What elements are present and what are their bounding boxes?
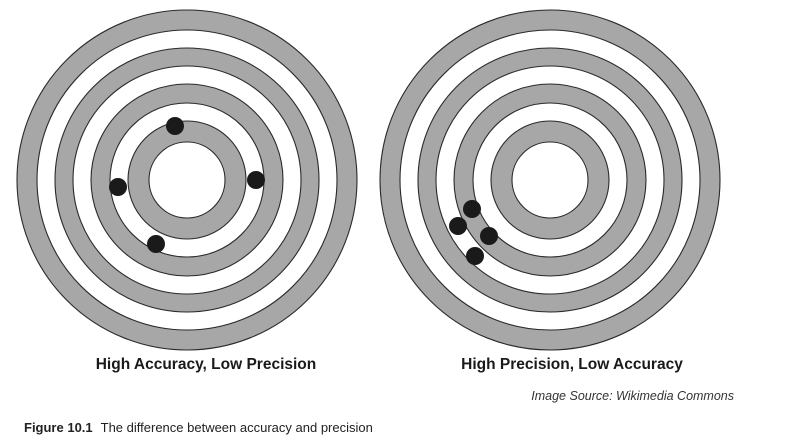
hit-dot-1 bbox=[463, 200, 481, 218]
hit-dot-4 bbox=[466, 247, 484, 265]
target-high-precision-low-accuracy bbox=[379, 9, 721, 351]
target-high-accuracy-low-precision bbox=[16, 9, 358, 351]
hit-dot-4 bbox=[147, 235, 165, 253]
figure-number: Figure 10.1 bbox=[24, 420, 93, 435]
label-high-precision-low-accuracy: High Precision, Low Accuracy bbox=[461, 356, 683, 373]
white-ring-4 bbox=[148, 141, 226, 219]
figure-caption: Figure 10.1 The difference between accura… bbox=[24, 420, 373, 435]
label-high-accuracy-low-precision: High Accuracy, Low Precision bbox=[95, 356, 317, 373]
hit-dot-3 bbox=[480, 227, 498, 245]
white-ring-4 bbox=[511, 141, 589, 219]
hit-dot-2 bbox=[449, 217, 467, 235]
hit-dot-2 bbox=[109, 178, 127, 196]
figure-caption-text: The difference between accuracy and prec… bbox=[100, 420, 373, 435]
image-source-credit: Image Source: Wikimedia Commons bbox=[531, 389, 734, 403]
hit-dot-3 bbox=[247, 171, 265, 189]
hit-dot-1 bbox=[166, 117, 184, 135]
